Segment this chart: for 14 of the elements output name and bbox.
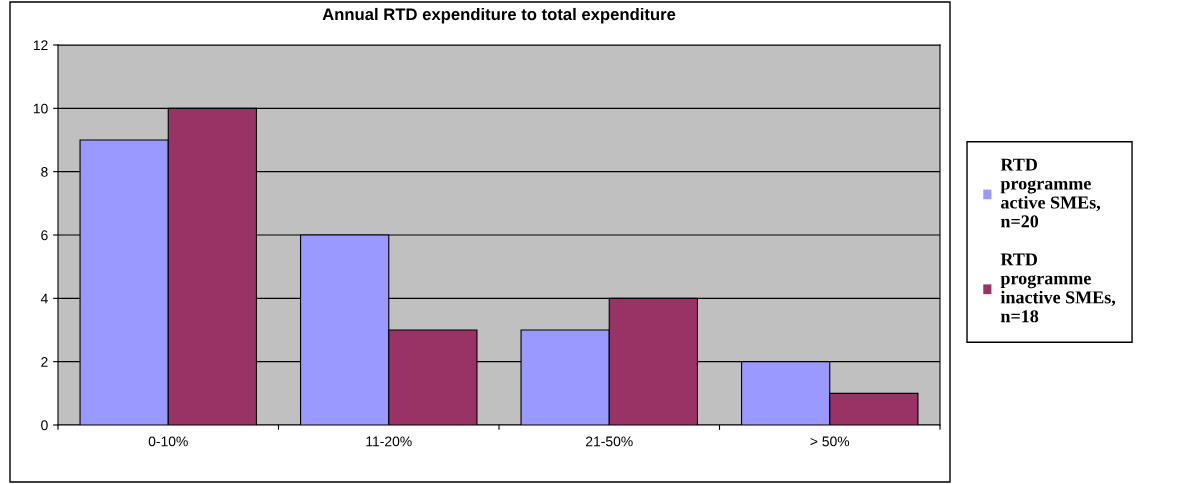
chart-title: Annual RTD expenditure to total expenditure — [322, 7, 676, 24]
y-tick-label: 4 — [40, 293, 48, 304]
legend-label: RTD programme inactive SMEs, n=18 — [1000, 253, 1116, 323]
x-tick-label: 0-10% — [148, 436, 188, 447]
y-tick-label: 10 — [33, 103, 48, 114]
y-tick-label: 6 — [41, 230, 48, 241]
x-tick-label: 21-50% — [586, 436, 633, 447]
y-tick-label: 0 — [41, 420, 48, 431]
x-tick-label: 11-20% — [366, 436, 412, 447]
x-tick-label: > 50% — [810, 436, 850, 447]
y-tick-label: 2 — [41, 357, 48, 367]
legend-label: RTD programme active SMEs, n=20 — [1000, 158, 1101, 228]
y-tick-label: 8 — [41, 167, 48, 177]
y-tick-label: 12 — [33, 40, 48, 51]
